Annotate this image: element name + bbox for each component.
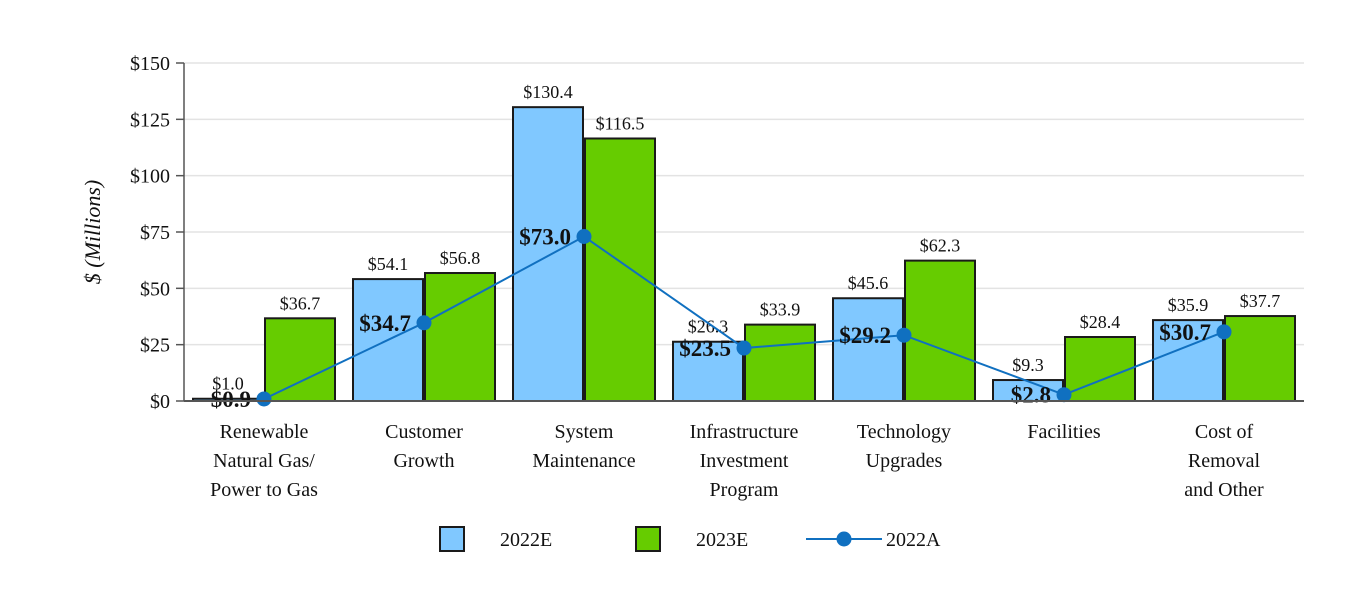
x-category-line: Infrastructure	[690, 421, 799, 443]
y-axis: $0 $25 $50 $75 $100 $125 $150	[130, 53, 185, 413]
legend: 2022E 2023E 2022A	[439, 526, 941, 552]
x-category-line: Cost of	[1195, 421, 1254, 443]
line-point-4	[896, 327, 912, 343]
bar-2023E-6	[1224, 315, 1296, 403]
bar-2023E-3	[744, 323, 816, 402]
x-category-line: and Other	[1184, 479, 1264, 501]
line-point-2	[576, 229, 592, 245]
legend-label: 2022E	[500, 529, 552, 551]
line-label: $23.5	[679, 336, 731, 361]
line-label: $34.7	[359, 311, 411, 336]
legend-label: 2022A	[886, 529, 941, 551]
y-tick-label: $150	[130, 53, 170, 75]
x-category-line: Renewable	[220, 421, 309, 443]
x-category-line: Facilities	[1027, 421, 1101, 443]
x-category-line: Natural Gas/	[213, 450, 315, 472]
bar-2023E-1	[424, 272, 496, 403]
line-label: $29.2	[839, 323, 891, 348]
bar-label: $9.3	[1012, 355, 1044, 375]
y-tick-label: $25	[140, 335, 170, 357]
x-category-line: Customer	[385, 421, 463, 443]
bar-2022E-2	[512, 106, 584, 402]
bar-2022E-4	[832, 297, 904, 402]
y-tick-label: $50	[140, 278, 170, 300]
bar-label: $28.4	[1080, 312, 1121, 332]
legend-swatch-2022E	[439, 526, 465, 552]
bar-label: $45.6	[848, 273, 889, 293]
line-label: $30.7	[1159, 320, 1211, 345]
x-category-label: Technology Upgrades	[857, 421, 951, 472]
x-category-label: Facilities	[1027, 421, 1101, 443]
x-category-label: Renewable Natural Gas/Power to Gas	[210, 421, 318, 501]
bar-label: $33.9	[760, 300, 801, 320]
bar-label: $62.3	[920, 236, 961, 256]
line-label: $0.9	[211, 387, 251, 412]
bar-label: $36.7	[280, 293, 321, 313]
bar-2023E-4	[904, 259, 976, 402]
line-point-6	[1216, 324, 1232, 340]
legend-label: 2023E	[696, 529, 748, 551]
bar-label: $1.0	[212, 374, 244, 394]
line-point-0	[256, 391, 272, 407]
bar-label: $116.5	[596, 113, 645, 133]
bar-2023E-0	[264, 317, 336, 403]
x-category-label: Cost of Removal and Other	[1184, 421, 1264, 501]
legend-swatch-2023E	[635, 526, 661, 552]
line-label: $2.8	[1011, 383, 1051, 408]
y-tick-label: $0	[150, 391, 170, 413]
line-label: $73.0	[519, 225, 571, 250]
x-category-line: Maintenance	[532, 450, 635, 472]
x-category-line: Investment	[700, 450, 789, 472]
x-category-line: Program	[710, 479, 779, 501]
line-point-1	[416, 315, 432, 331]
bar-2023E-2	[584, 137, 656, 402]
bar-label: $37.7	[1240, 291, 1281, 311]
x-category-line: Upgrades	[866, 450, 943, 472]
bar-2022E-6	[1152, 319, 1224, 403]
x-category-label: System Maintenance	[532, 421, 635, 472]
x-category-label: Infrastructure Investment Program	[690, 421, 799, 501]
x-category-label: Customer Growth	[385, 421, 463, 472]
bar-label: $26.3	[688, 317, 729, 337]
line-series: $0.9 $34.7 $73.0 $23.5 $29.2 $2.8 $30.7	[211, 225, 1232, 412]
bar-label: $35.9	[1168, 295, 1209, 315]
line-point-3	[736, 340, 752, 356]
x-category-line: Growth	[393, 450, 454, 472]
bar-2022E-3	[672, 340, 744, 402]
x-category-line: System	[555, 421, 614, 443]
y-tick-label: $125	[130, 109, 170, 131]
x-axis: Renewable Natural Gas/Power to Gas Custome…	[184, 400, 1304, 501]
y-tick-label: $100	[130, 166, 170, 188]
x-category-line: Power to Gas	[210, 479, 318, 501]
x-category-line: Technology	[857, 421, 951, 443]
bar-label: $54.1	[368, 254, 409, 274]
y-axis-title: $ (Millions)	[80, 180, 105, 285]
legend-marker-2022A	[836, 531, 852, 547]
y-tick-label: $75	[140, 222, 170, 244]
bar-label: $130.4	[523, 82, 573, 102]
bars: $1.0 $36.7 $54.1 $56.8 $130.4 $116.5 $26.3 $33.…	[192, 82, 1296, 403]
x-category-line: Removal	[1188, 450, 1261, 472]
line-point-5	[1056, 387, 1072, 403]
bar-2023E-5	[1064, 336, 1136, 403]
bar-label: $56.8	[440, 248, 481, 268]
